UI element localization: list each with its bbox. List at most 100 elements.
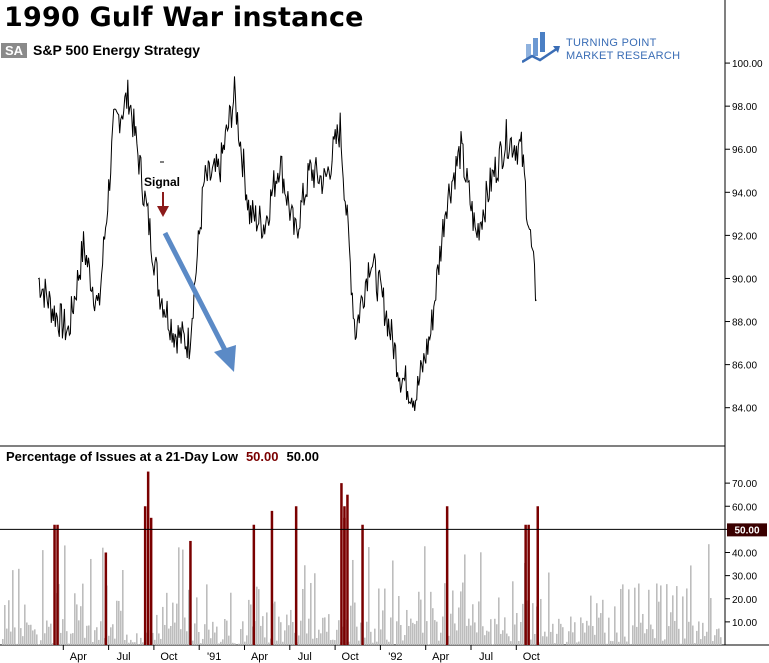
background-bar bbox=[504, 617, 506, 645]
spike-bar bbox=[252, 524, 256, 645]
background-bar bbox=[248, 599, 250, 645]
background-bar bbox=[452, 590, 454, 645]
x-tick-label: Oct bbox=[523, 651, 540, 663]
background-bar bbox=[258, 589, 260, 645]
background-bar bbox=[382, 610, 384, 645]
background-bar bbox=[646, 629, 648, 645]
background-bar bbox=[714, 635, 716, 645]
background-bar bbox=[320, 633, 322, 645]
background-bar bbox=[176, 603, 178, 645]
background-bar bbox=[402, 640, 404, 645]
background-bar bbox=[158, 633, 160, 645]
background-bar bbox=[546, 636, 548, 645]
symbol-badge: SA bbox=[1, 43, 28, 58]
background-bar bbox=[60, 632, 62, 645]
background-bar bbox=[558, 618, 560, 645]
background-bar bbox=[562, 627, 564, 645]
y-tick-label: 96.00 bbox=[732, 145, 757, 156]
background-bar bbox=[570, 616, 572, 645]
background-bar bbox=[244, 641, 246, 645]
background-bar bbox=[464, 554, 466, 645]
background-bar bbox=[180, 629, 182, 645]
background-bar bbox=[30, 624, 32, 645]
background-bar bbox=[90, 558, 92, 645]
background-bar bbox=[640, 622, 642, 645]
background-bar bbox=[316, 638, 318, 645]
background-bar bbox=[324, 617, 326, 645]
background-bar bbox=[318, 629, 320, 645]
background-bar bbox=[604, 632, 606, 645]
lower-y-axis: 10.00 20.00 30.00 40.00 60.00 70.00 bbox=[725, 479, 757, 629]
background-bar bbox=[170, 625, 172, 645]
background-bar bbox=[614, 606, 616, 645]
background-bar bbox=[510, 641, 512, 645]
background-bar bbox=[136, 633, 138, 645]
background-bar bbox=[348, 641, 350, 645]
background-bar bbox=[62, 619, 64, 645]
background-bar bbox=[12, 570, 14, 645]
background-bar bbox=[146, 632, 148, 645]
background-bar bbox=[496, 624, 498, 645]
background-bar bbox=[122, 569, 124, 645]
background-bar bbox=[522, 603, 524, 645]
bar-chart-arrow-icon bbox=[522, 32, 560, 64]
y-tick-label: 70.00 bbox=[732, 479, 757, 490]
upper-y-axis: 84.00 86.00 88.00 90.00 92.00 94.00 96.00 98.00… bbox=[725, 59, 763, 415]
spike-bar bbox=[346, 494, 349, 645]
background-bar bbox=[480, 552, 482, 645]
y-tick-label: 88.00 bbox=[732, 318, 757, 329]
background-bar bbox=[686, 588, 688, 645]
chart-title: 1990 Gulf War instance bbox=[4, 2, 364, 33]
background-bar bbox=[432, 608, 434, 645]
background-bar bbox=[404, 635, 406, 645]
background-bar bbox=[682, 596, 684, 645]
background-bar bbox=[414, 624, 416, 645]
background-bar bbox=[550, 631, 552, 645]
background-bar bbox=[680, 643, 682, 645]
background-bar bbox=[240, 629, 242, 645]
background-bar bbox=[202, 638, 204, 645]
background-bar bbox=[720, 637, 722, 645]
x-tick-label: '92 bbox=[388, 651, 402, 663]
background-bar bbox=[214, 632, 216, 645]
background-bar bbox=[670, 612, 672, 645]
background-bar bbox=[482, 626, 484, 645]
background-bar bbox=[76, 604, 78, 645]
background-bar bbox=[660, 585, 662, 645]
background-bar bbox=[684, 638, 686, 645]
background-bar bbox=[472, 604, 474, 645]
background-bar bbox=[512, 581, 514, 645]
background-bar bbox=[314, 573, 316, 645]
spike-bar bbox=[146, 471, 150, 645]
background-bar bbox=[502, 630, 504, 645]
background-bar bbox=[100, 621, 102, 645]
background-bar bbox=[602, 599, 604, 645]
threshold-badge: 50.00 bbox=[727, 523, 767, 537]
background-bar bbox=[500, 633, 502, 645]
background-bar bbox=[566, 641, 568, 645]
background-bar bbox=[74, 593, 76, 645]
background-bar bbox=[330, 640, 332, 645]
background-bar bbox=[652, 629, 654, 645]
background-bar bbox=[622, 584, 624, 645]
background-bar bbox=[268, 642, 270, 645]
background-bar bbox=[390, 617, 392, 645]
y-tick-label: 86.00 bbox=[732, 361, 757, 372]
spike-bar bbox=[270, 510, 274, 645]
background-bar bbox=[24, 604, 26, 645]
background-bar bbox=[302, 588, 304, 645]
background-bar bbox=[624, 636, 626, 645]
background-bar bbox=[664, 639, 666, 645]
x-tick-label: Oct bbox=[160, 651, 177, 663]
background-bar bbox=[108, 635, 110, 645]
background-bar bbox=[418, 591, 420, 645]
background-bar bbox=[396, 621, 398, 645]
background-bar bbox=[282, 641, 284, 645]
background-bar bbox=[518, 641, 520, 645]
background-bar bbox=[612, 641, 614, 645]
background-bar bbox=[488, 631, 490, 645]
background-bar bbox=[442, 616, 444, 645]
background-bar bbox=[608, 617, 610, 645]
background-bar bbox=[412, 622, 414, 645]
